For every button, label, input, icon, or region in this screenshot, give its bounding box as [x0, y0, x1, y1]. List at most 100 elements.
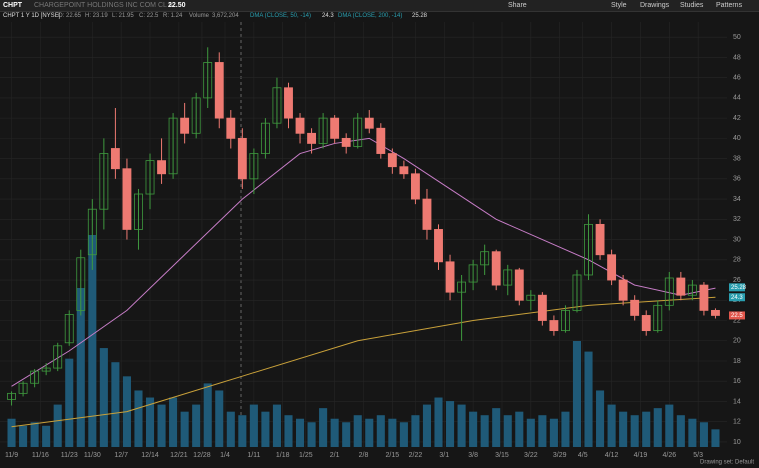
price-tag-label: 22.5: [731, 313, 743, 319]
x-tick-label: 4/5: [578, 452, 588, 459]
candle-body: [399, 166, 409, 175]
button[interactable]: Share: [508, 2, 527, 9]
symbol[interactable]: CHPT: [3, 2, 23, 9]
x-tick-label: 12/14: [141, 452, 159, 459]
candle-body: [99, 153, 109, 210]
candle-body: [87, 208, 97, 256]
volume-bar: [549, 418, 558, 447]
candle-body: [561, 309, 570, 332]
volume-bar: [596, 390, 605, 447]
candle-body: [607, 254, 617, 281]
candle-body: [376, 127, 386, 154]
volume-bar: [249, 404, 258, 447]
price: 22.50: [168, 2, 186, 9]
candle-body: [664, 277, 674, 306]
candle-body: [410, 173, 420, 200]
x-tick-label: 5/3: [693, 452, 703, 459]
x-tick-label: 11/23: [61, 452, 78, 459]
volume-bar: [88, 235, 97, 447]
volume-bar: [619, 411, 628, 447]
price-tag: [729, 283, 745, 292]
volume-bar: [272, 404, 281, 447]
volume-bar: [284, 415, 293, 447]
candle-body: [618, 279, 628, 301]
info-bar: CHPT 1 Y 1D [NYSE] O: 22.65 H: 23.19 L: …: [0, 12, 759, 22]
button[interactable]: Style: [611, 2, 627, 9]
volume-bar: [238, 415, 247, 447]
x-tick-label: 12/7: [114, 452, 128, 459]
button[interactable]: Drawings: [640, 2, 670, 9]
volume-bar: [7, 418, 16, 447]
candle-body: [134, 193, 143, 230]
candle-body: [295, 117, 305, 134]
candle-body: [272, 87, 282, 124]
volume-label: Volume: [189, 13, 210, 19]
candle-body: [595, 223, 605, 256]
price-tag-label: 25.28: [731, 285, 747, 291]
candle-body: [18, 382, 28, 394]
volume-bar: [226, 411, 235, 447]
candle-body: [687, 284, 697, 296]
volume-bar: [480, 415, 489, 447]
volume-bar: [457, 404, 466, 447]
volume-bar: [526, 418, 535, 447]
volume-bar: [180, 411, 189, 447]
y-tick-label: 32: [733, 216, 741, 223]
legend-value: 24.3: [322, 13, 334, 19]
candle-body: [584, 223, 593, 276]
candle-body: [549, 320, 559, 332]
candle-body: [457, 281, 467, 293]
candle-body: [249, 153, 259, 180]
candle-body: [434, 229, 443, 263]
volume-bar: [642, 411, 651, 447]
moving-average: [11, 296, 716, 428]
y-tick-label: 48: [733, 54, 741, 61]
candle-body: [191, 97, 201, 134]
candle-body: [226, 117, 236, 139]
candle-body: [491, 251, 501, 286]
volume-bar: [492, 408, 501, 447]
volume-bar: [653, 408, 662, 447]
volume-bar: [411, 415, 420, 447]
volume-bar: [42, 425, 51, 447]
volume-bar: [30, 422, 39, 447]
x-tick-label: 3/8: [468, 452, 478, 459]
button[interactable]: Patterns: [716, 2, 743, 9]
x-tick-label: 4/19: [634, 452, 648, 459]
toolbar: CHPT CHARGEPOINT HOLDINGS INC COM CL A 2…: [0, 0, 759, 12]
x-tick-label: 3/29: [553, 452, 567, 459]
ohlc: H: 23.19: [85, 13, 108, 19]
volume-bar: [330, 418, 339, 447]
y-tick-label: 12: [733, 419, 741, 426]
x-tick-label: 1/18: [276, 452, 290, 459]
volume-bar: [699, 422, 708, 447]
legend-entry: DMA (CLOSE, 50, -14): [250, 13, 312, 19]
candle-body: [364, 117, 374, 129]
candle-body: [168, 117, 178, 175]
x-tick-label: 1/11: [247, 452, 260, 459]
y-tick-label: 16: [733, 378, 741, 385]
legend-value: 25.28: [412, 13, 428, 19]
volume-bar: [353, 415, 362, 447]
y-tick-label: 20: [733, 338, 741, 345]
x-tick-label: 1/25: [299, 452, 313, 459]
candle-body: [157, 160, 166, 175]
candle-body: [330, 117, 340, 139]
candle-body: [468, 264, 478, 283]
candle-body: [237, 137, 247, 180]
volume-bar: [630, 415, 639, 447]
volume-bar: [515, 411, 524, 447]
y-tick-label: 14: [733, 398, 741, 405]
button[interactable]: Studies: [680, 2, 704, 9]
volume-bar: [711, 429, 720, 447]
x-tick-label: 3/22: [524, 452, 538, 459]
candle-body: [260, 122, 270, 154]
volume-bar: [365, 418, 374, 447]
volume-bar: [192, 404, 201, 447]
candle-body: [422, 198, 432, 230]
volume-bar: [434, 397, 443, 447]
volume-bar: [538, 415, 547, 447]
candle-body: [214, 62, 224, 119]
y-tick-label: 10: [733, 439, 741, 446]
